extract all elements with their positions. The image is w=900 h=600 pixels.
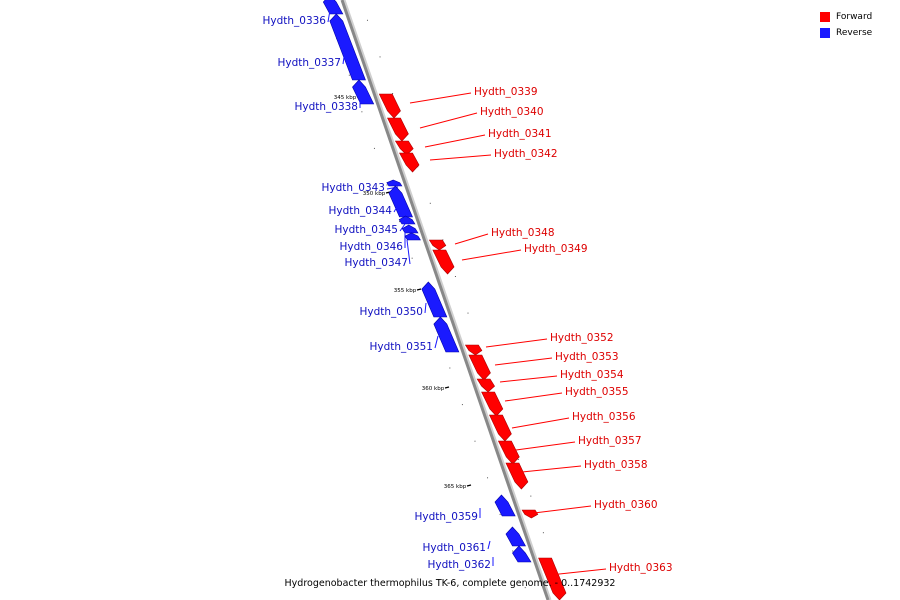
gene-hydth-0360-leader: [533, 505, 592, 514]
gene-hydth-0339-arrow: [378, 93, 401, 119]
gene-hydth-0339-label: Hydth_0339: [474, 86, 538, 98]
gene-hydth-0341-leader: [424, 134, 486, 148]
gene-hydth-0337-leader: [342, 49, 346, 65]
gene-hydth-0343-label: Hydth_0343: [321, 182, 385, 194]
gene-hydth-0349-arrow: [432, 249, 455, 275]
gene-hydth-0350-leader: [424, 302, 427, 314]
gene-hydth-0358-arrow: [505, 462, 529, 490]
gene-hydth-0352-arrow: [464, 344, 483, 356]
gene-hydth-0350-label: Hydth_0350: [359, 306, 423, 318]
gene-hydth-0352-label: Hydth_0352: [550, 332, 614, 344]
gene-hydth-0338-arrow: [352, 79, 375, 105]
gene-hydth-0342-label: Hydth_0342: [494, 148, 558, 160]
gene-hydth-0344-label: Hydth_0344: [328, 205, 392, 217]
gene-hydth-0347-arrow: [404, 232, 421, 241]
gene-hydth-0354-arrow: [476, 378, 495, 393]
gene-hydth-0355-arrow: [481, 391, 504, 417]
scale-label: 360 kbp: [422, 386, 445, 392]
gene-hydth-0346-arrow: [401, 224, 419, 234]
gene-hydth-0351-arrow: [433, 316, 460, 353]
gene-hydth-0357-label: Hydth_0357: [578, 435, 642, 447]
gene-hydth-0355-leader: [504, 392, 563, 402]
gene-hydth-0361-label: Hydth_0361: [422, 542, 486, 554]
forward-swatch: [820, 11, 830, 22]
gene-hydth-0352-leader: [485, 338, 548, 348]
scale-tick: [416, 288, 422, 291]
gene-hydth-0353-arrow: [468, 354, 491, 381]
gene-hydth-0363-label: Hydth_0363: [609, 562, 673, 574]
genome-caption: Hydrogenobacter thermophilus TK-6, compl…: [284, 578, 616, 589]
gene-hydth-0345-leader: [399, 223, 406, 232]
gene-hydth-0336-arrow: [322, 0, 344, 15]
gene-hydth-0353-leader: [494, 357, 553, 366]
genome-axis: [340, 0, 550, 600]
gene-hydth-0360-arrow: [521, 509, 539, 519]
gene-hydth-0348-leader: [454, 233, 489, 245]
scale-tick: [466, 484, 472, 487]
gene-hydth-0361-leader: [487, 540, 491, 550]
scale-label: 350 kbp: [363, 191, 386, 197]
gene-hydth-0348-arrow: [428, 239, 447, 251]
gene-hydth-0356-leader: [511, 417, 570, 429]
gene-hydth-0354-label: Hydth_0354: [560, 369, 624, 381]
gene-hydth-0339-leader: [409, 92, 472, 104]
gene-hydth-0356-label: Hydth_0356: [572, 411, 636, 423]
reverse-swatch: [820, 27, 830, 38]
scale-label: 365 kbp: [444, 484, 467, 490]
legend-reverse-label: Reverse: [836, 27, 873, 38]
gene-hydth-0357-leader: [515, 441, 576, 451]
gene-hydth-0341-arrow: [394, 140, 414, 156]
legend-forward-label: Forward: [836, 11, 873, 22]
gene-hydth-0337-label: Hydth_0337: [277, 57, 341, 69]
gene-hydth-0359-arrow: [494, 494, 516, 517]
gene-hydth-0363-leader: [549, 568, 607, 576]
gene-hydth-0345-label: Hydth_0345: [334, 224, 398, 236]
gene-hydth-0354-leader: [499, 375, 558, 383]
legend-forward: Forward: [820, 9, 890, 24]
gene-hydth-0341-label: Hydth_0341: [488, 128, 552, 140]
gene-hydth-0338-label: Hydth_0338: [294, 101, 358, 113]
gene-hydth-0349-label: Hydth_0349: [524, 243, 588, 255]
gene-hydth-0343-arrow: [386, 179, 403, 187]
scale-label: 355 kbp: [394, 288, 417, 294]
gene-hydth-0336-label: Hydth_0336: [262, 15, 326, 27]
gene-hydth-0360-label: Hydth_0360: [594, 499, 658, 511]
gene-hydth-0342-arrow: [399, 152, 420, 173]
legend-reverse: Reverse: [820, 25, 890, 40]
gene-hydth-0344-leader: [393, 204, 399, 213]
gene-hydth-0347-leader: [406, 239, 411, 265]
scale-tick: [444, 386, 450, 389]
gene-hydth-0347-label: Hydth_0347: [344, 257, 408, 269]
gene-hydth-0356-arrow: [489, 414, 512, 442]
gene-hydth-0349-leader: [461, 249, 522, 261]
gene-hydth-0355-label: Hydth_0355: [565, 386, 629, 398]
gene-hydth-0358-leader: [521, 465, 582, 473]
gene-hydth-0362-label: Hydth_0362: [427, 559, 491, 571]
gene-hydth-0346-label: Hydth_0346: [339, 241, 403, 253]
gene-hydth-0336-leader: [327, 9, 331, 23]
gene-hydth-0351-label: Hydth_0351: [369, 341, 433, 353]
gene-hydth-0362-arrow: [512, 545, 532, 563]
gene-hydth-0351-leader: [434, 335, 439, 349]
axis-shadow: [342, 0, 552, 600]
gene-hydth-0340-leader: [419, 112, 478, 129]
gene-hydth-0340-arrow: [387, 117, 409, 142]
legend: Forward Reverse: [820, 9, 890, 41]
gene-hydth-0348-label: Hydth_0348: [491, 227, 555, 239]
gene-hydth-0363-arrow: [538, 557, 567, 600]
gene-hydth-0340-label: Hydth_0340: [480, 106, 544, 118]
scale-label: 345 kbp: [334, 95, 357, 101]
gene-hydth-0342-leader: [429, 154, 492, 161]
gene-hydth-0359-label: Hydth_0359: [414, 511, 478, 523]
gene-hydth-0358-label: Hydth_0358: [584, 459, 648, 471]
gene-hydth-0353-label: Hydth_0353: [555, 351, 619, 363]
gene-hydth-0345-arrow: [398, 215, 416, 225]
gene-hydth-0357-arrow: [497, 440, 520, 465]
